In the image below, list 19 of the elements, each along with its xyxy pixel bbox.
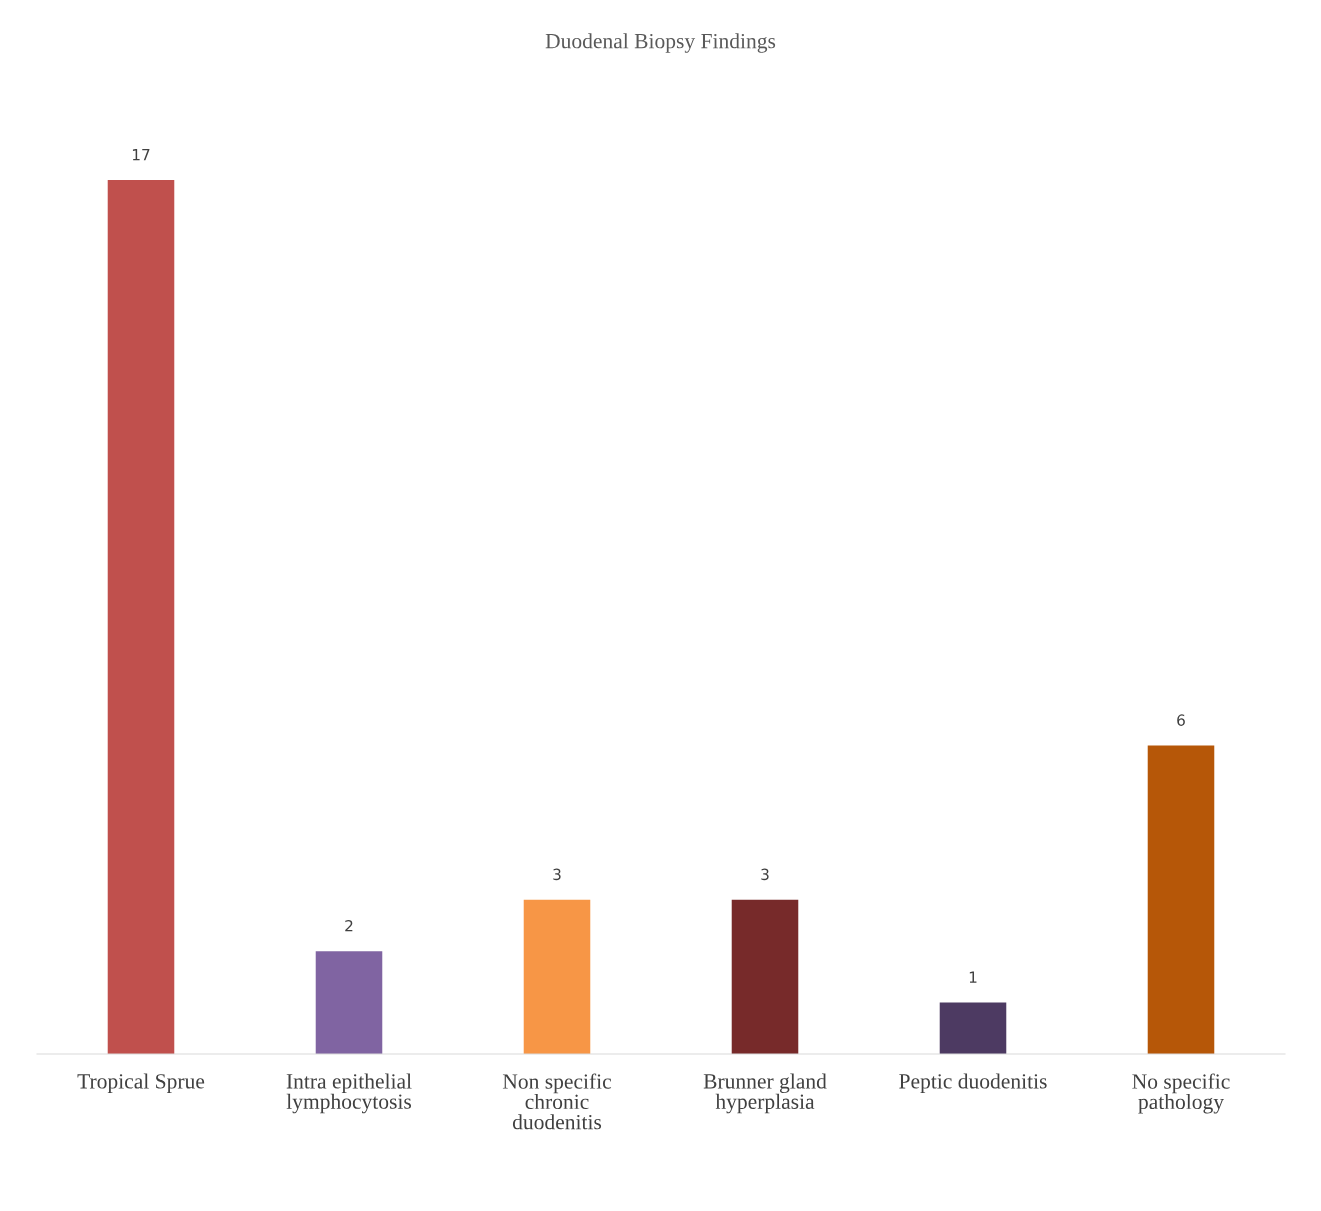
bar <box>939 1002 1007 1054</box>
data-label: 6 <box>1177 714 1185 726</box>
bar <box>315 951 383 1054</box>
x-tick-label: Peptic duodenitis <box>899 1073 1047 1093</box>
bar <box>523 899 591 1054</box>
data-label: 17 <box>132 149 150 161</box>
data-label: 3 <box>761 868 769 881</box>
data-label: 3 <box>553 868 561 881</box>
x-tick-label: No specific pathology <box>1132 1073 1230 1114</box>
x-tick-label: Intra epithelial lymphocytosis <box>286 1073 412 1114</box>
bar <box>1147 745 1215 1054</box>
chart-title: Duodenal Biopsy Findings <box>545 33 776 53</box>
x-tick-label: Brunner gland hyperplasia <box>703 1073 827 1114</box>
x-tick-label: Non specific chronic duodenitis <box>502 1073 612 1130</box>
x-tick-label: Tropical Sprue <box>77 1073 205 1093</box>
bar <box>107 180 175 1054</box>
bar <box>731 899 799 1054</box>
data-label: 2 <box>345 919 353 932</box>
data-label: 1 <box>969 971 977 983</box>
